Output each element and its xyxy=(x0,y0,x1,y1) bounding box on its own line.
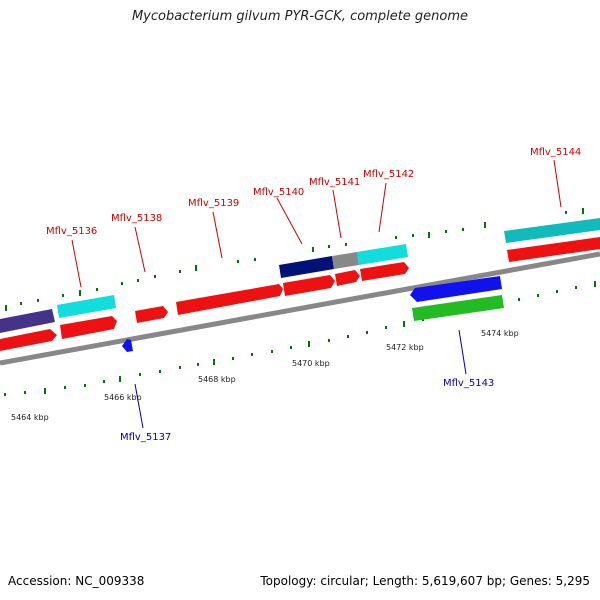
map-title: Mycobacterium gilvum PYR-GCK, complete g… xyxy=(131,9,469,24)
leader-line xyxy=(71,239,82,288)
kbp-label: 5470 kbp xyxy=(292,359,330,368)
gene-bar-cyan[interactable] xyxy=(57,295,116,318)
kbp-label: 5472 kbp xyxy=(386,343,424,352)
label-leaders xyxy=(71,159,562,429)
cds-arrow-forward[interactable] xyxy=(283,275,335,296)
gene-bar-slate[interactable] xyxy=(0,309,55,333)
gene-label-mflv-5137[interactable]: Mflv_5137 xyxy=(120,432,171,443)
cds-arrow-forward[interactable] xyxy=(0,329,57,351)
leader-line xyxy=(553,159,562,208)
gene-bar-navy[interactable] xyxy=(279,256,334,278)
kbp-label: 5466 kbp xyxy=(104,393,142,402)
cds-arrow-forward[interactable] xyxy=(335,270,360,286)
cds-arrow-forward[interactable] xyxy=(360,262,409,281)
gene-bar-gray[interactable] xyxy=(332,252,359,269)
leader-line xyxy=(212,211,223,259)
gene-label-mflv-5144[interactable]: Mflv_5144 xyxy=(530,147,581,158)
gene-label-mflv-5139[interactable]: Mflv_5139 xyxy=(188,198,239,209)
gene-bar-cyan[interactable] xyxy=(504,218,600,243)
gene-label-mflv-5140[interactable]: Mflv_5140 xyxy=(253,187,304,198)
gene-label-mflv-5138[interactable]: Mflv_5138 xyxy=(111,213,162,224)
outer-tick-ring xyxy=(5,208,584,311)
cds-arrow-forward[interactable] xyxy=(176,284,283,315)
leader-line xyxy=(134,226,146,273)
inner-tick-ring xyxy=(4,281,596,396)
kbp-label: 5474 kbp xyxy=(481,329,519,338)
forward-strand-features xyxy=(0,218,600,333)
cds-arrow-forward[interactable] xyxy=(507,237,600,262)
cds-arrow-reverse[interactable] xyxy=(410,276,502,302)
gene-labels: Mflv_5136 Mflv_5138 Mflv_5139 Mflv_5140 … xyxy=(46,147,581,443)
leader-line xyxy=(134,383,144,429)
genome-backbone xyxy=(0,251,600,366)
gene-label-mflv-5143[interactable]: Mflv_5143 xyxy=(443,378,494,389)
kbp-label: 5468 kbp xyxy=(198,375,236,384)
gene-label-mflv-5136[interactable]: Mflv_5136 xyxy=(46,226,97,237)
leader-line xyxy=(276,197,303,245)
cds-arrow-reverse[interactable] xyxy=(122,339,133,352)
kbp-labels: 5464 kbp 5466 kbp 5468 kbp 5470 kbp 5472… xyxy=(11,329,519,422)
gene-label-mflv-5141[interactable]: Mflv_5141 xyxy=(309,177,360,188)
cds-arrow-forward[interactable] xyxy=(60,316,117,339)
gene-bar-cyan[interactable] xyxy=(357,244,408,265)
kbp-label: 5464 kbp xyxy=(11,413,49,422)
accession-text: Accession: NC_009338 xyxy=(8,574,145,588)
cds-arrow-forward[interactable] xyxy=(135,306,168,323)
leader-line xyxy=(458,329,467,375)
leader-line xyxy=(332,189,342,239)
gene-bar-green[interactable] xyxy=(412,295,504,321)
genome-summary-text: Topology: circular; Length: 5,619,607 bp… xyxy=(260,574,590,588)
cds-features xyxy=(0,237,600,352)
gene-label-mflv-5142[interactable]: Mflv_5142 xyxy=(363,169,414,180)
leader-line xyxy=(378,182,387,233)
